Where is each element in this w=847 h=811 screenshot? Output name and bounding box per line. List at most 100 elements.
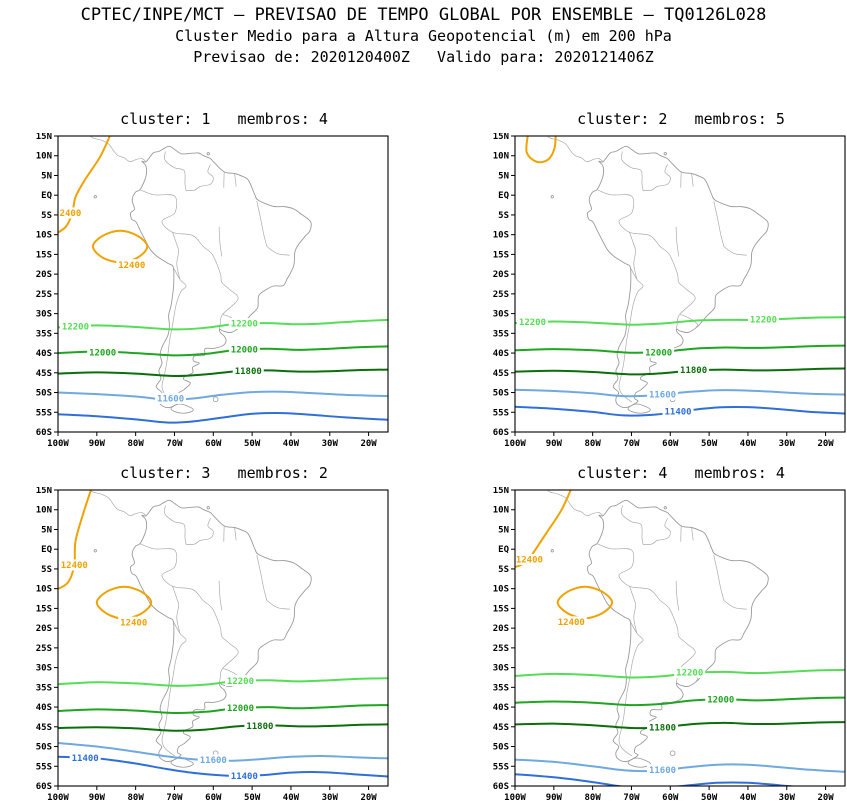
svg-text:12000: 12000 [645, 348, 672, 358]
svg-text:70W: 70W [623, 793, 640, 803]
svg-text:11400: 11400 [665, 407, 692, 417]
svg-text:11800: 11800 [649, 723, 676, 733]
svg-text:25S: 25S [493, 290, 509, 300]
svg-text:15S: 15S [36, 604, 52, 614]
svg-text:30W: 30W [779, 439, 796, 449]
svg-text:11400: 11400 [72, 754, 99, 764]
svg-text:11400: 11400 [231, 772, 258, 782]
svg-text:50W: 50W [701, 793, 718, 803]
svg-text:12000: 12000 [227, 704, 254, 714]
svg-text:35S: 35S [36, 329, 52, 339]
svg-text:12200: 12200 [231, 320, 258, 330]
svg-text:10S: 10S [493, 585, 509, 595]
svg-text:25S: 25S [36, 290, 52, 300]
svg-text:10N: 10N [36, 152, 52, 162]
svg-text:20S: 20S [36, 624, 52, 634]
svg-text:12200: 12200 [750, 316, 777, 326]
svg-text:90W: 90W [89, 439, 106, 449]
svg-text:60W: 60W [662, 439, 679, 449]
svg-text:100W: 100W [504, 439, 526, 449]
svg-text:12400: 12400 [61, 561, 88, 571]
svg-text:70W: 70W [166, 439, 183, 449]
svg-text:45S: 45S [36, 369, 52, 379]
title-line-1: CPTEC/INPE/MCT — PREVISAO DE TEMPO GLOBA… [80, 5, 767, 25]
svg-text:5N: 5N [498, 171, 509, 181]
svg-text:30S: 30S [493, 310, 509, 320]
svg-text:12200: 12200 [227, 677, 254, 687]
svg-text:11600: 11600 [649, 390, 676, 400]
panel-cluster-3: cluster: 3 membros: 2 12400 12400 12200 120… [28, 464, 390, 811]
title-line-2: Cluster Medio para a Altura Geopotencial… [175, 27, 672, 45]
svg-text:20S: 20S [36, 270, 52, 280]
svg-text:10N: 10N [493, 506, 509, 516]
svg-text:50S: 50S [36, 743, 52, 753]
svg-text:45S: 45S [493, 723, 509, 733]
svg-text:40W: 40W [283, 439, 300, 449]
svg-text:20W: 20W [817, 793, 834, 803]
svg-text:35S: 35S [493, 683, 509, 693]
contour-map-cluster-3: 12400 12400 12200 12000 11800 11600 11400 11400… [36, 486, 389, 803]
panel-cluster-1: cluster: 1 membros: 4 2400 12400 12200 1220… [28, 110, 390, 457]
svg-text:15N: 15N [36, 487, 52, 496]
contour-map-cluster-1: 2400 12400 12200 12200 12000 12000 11800 11600 1… [36, 132, 389, 449]
svg-text:60W: 60W [205, 439, 222, 449]
svg-text:12000: 12000 [89, 348, 116, 358]
svg-text:5N: 5N [41, 525, 52, 535]
svg-text:60S: 60S [493, 428, 509, 438]
svg-text:55S: 55S [36, 762, 52, 772]
chart-header: CPTEC/INPE/MCT — PREVISAO DE TEMPO GLOBA… [0, 4, 847, 68]
panel-title-cluster-1: cluster: 1 membros: 4 [120, 110, 328, 128]
svg-text:15S: 15S [493, 250, 509, 260]
contour-map-cluster-2: 12200 12200 12000 11800 11600 11400 100W 90W 80W… [493, 132, 846, 449]
svg-text:15S: 15S [36, 250, 52, 260]
svg-text:50S: 50S [493, 389, 509, 399]
svg-text:12000: 12000 [231, 345, 258, 355]
svg-text:80W: 80W [585, 793, 602, 803]
svg-text:EQ: EQ [41, 191, 52, 201]
svg-text:25S: 25S [493, 644, 509, 654]
svg-text:70W: 70W [623, 439, 640, 449]
svg-text:10N: 10N [493, 152, 509, 162]
svg-text:10N: 10N [36, 506, 52, 516]
svg-text:55S: 55S [36, 408, 52, 418]
svg-text:60W: 60W [205, 793, 222, 803]
svg-text:20W: 20W [360, 439, 377, 449]
svg-text:EQ: EQ [41, 545, 52, 555]
svg-text:12000: 12000 [707, 695, 734, 705]
svg-text:20W: 20W [360, 793, 377, 803]
svg-text:11800: 11800 [246, 722, 273, 732]
svg-text:40S: 40S [493, 703, 509, 713]
svg-text:12200: 12200 [519, 318, 546, 328]
svg-text:50S: 50S [493, 743, 509, 753]
svg-text:11600: 11600 [649, 766, 676, 776]
panel-cluster-2: cluster: 2 membros: 5 12200 12200 12000 118… [485, 110, 847, 457]
svg-text:5S: 5S [41, 565, 52, 575]
svg-text:5S: 5S [498, 211, 509, 221]
svg-text:80W: 80W [585, 439, 602, 449]
svg-text:12400: 12400 [120, 618, 147, 628]
svg-text:40S: 40S [36, 703, 52, 713]
svg-text:30S: 30S [36, 664, 52, 674]
svg-text:20W: 20W [817, 439, 834, 449]
svg-text:40S: 40S [493, 349, 509, 359]
svg-text:40S: 40S [36, 349, 52, 359]
svg-text:100W: 100W [47, 439, 69, 449]
svg-text:12200: 12200 [676, 669, 703, 679]
svg-text:35S: 35S [493, 329, 509, 339]
title-line-3: Previsao de: 2020120400Z Valido para: 20… [193, 48, 654, 66]
svg-text:10S: 10S [36, 585, 52, 595]
svg-text:25S: 25S [36, 644, 52, 654]
svg-text:30S: 30S [493, 664, 509, 674]
panel-cluster-4: cluster: 4 membros: 4 12400 12400 12200 120… [485, 464, 847, 811]
svg-text:30W: 30W [322, 439, 339, 449]
svg-text:12400: 12400 [118, 261, 145, 271]
svg-text:20S: 20S [493, 624, 509, 634]
svg-text:12200: 12200 [62, 322, 89, 332]
svg-text:55S: 55S [493, 762, 509, 772]
svg-text:30S: 30S [36, 310, 52, 320]
svg-text:80W: 80W [128, 439, 145, 449]
svg-text:100W: 100W [504, 793, 526, 803]
svg-text:5S: 5S [41, 211, 52, 221]
svg-text:35S: 35S [36, 683, 52, 693]
contour-map-cluster-4: 12400 12400 12200 12000 11800 11600 100W 90W 80W… [493, 486, 846, 803]
